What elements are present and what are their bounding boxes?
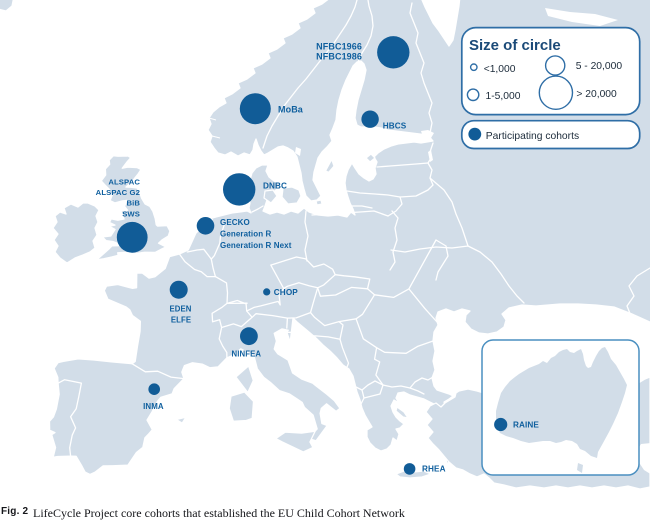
svg-text:RHEA: RHEA (422, 465, 446, 474)
svg-text:Participating cohorts: Participating cohorts (486, 131, 579, 142)
svg-text:1-5,000: 1-5,000 (486, 91, 521, 102)
svg-text:ALSPAC: ALSPAC (108, 178, 140, 187)
svg-text:Size of circle: Size of circle (469, 37, 561, 54)
svg-text:HBCS: HBCS (383, 122, 407, 131)
svg-text:NFBC1966: NFBC1966 (316, 42, 362, 52)
svg-text:Generation R: Generation R (220, 230, 272, 239)
svg-text:BiB: BiB (126, 199, 140, 208)
svg-text:ELFE: ELFE (171, 316, 191, 325)
svg-text:ALSPAC G2: ALSPAC G2 (96, 188, 140, 197)
svg-text:GECKO: GECKO (220, 218, 250, 227)
svg-text:SWS: SWS (122, 210, 140, 219)
svg-text:EDEN: EDEN (169, 305, 191, 314)
svg-text:NFBC1986: NFBC1986 (316, 52, 362, 62)
svg-text:Generation R Next: Generation R Next (220, 241, 292, 250)
svg-text:RAINE: RAINE (513, 421, 539, 430)
svg-text:INMA: INMA (143, 402, 164, 411)
svg-text:MoBa: MoBa (278, 105, 304, 115)
svg-text:<1,000: <1,000 (484, 64, 516, 75)
svg-text:5 - 20,000: 5 - 20,000 (576, 61, 623, 72)
svg-text:> 20,000: > 20,000 (576, 89, 617, 100)
svg-text:DNBC: DNBC (263, 182, 287, 191)
svg-text:CHOP: CHOP (274, 288, 298, 297)
svg-text:NINFEA: NINFEA (231, 350, 261, 359)
